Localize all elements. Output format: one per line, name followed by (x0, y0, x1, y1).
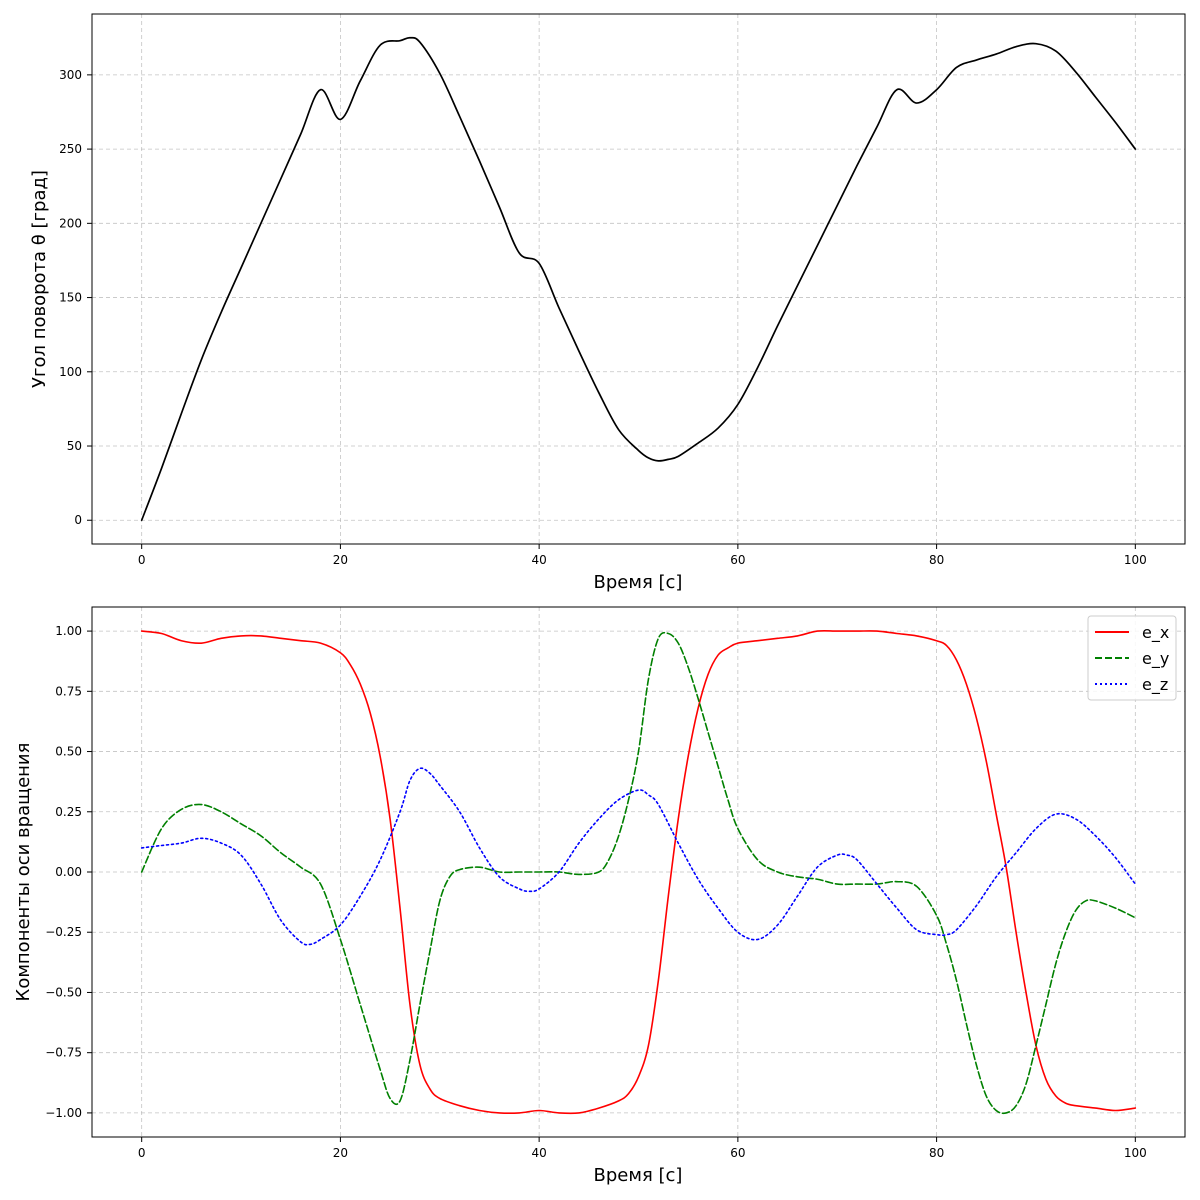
y-tick-label: 0.00 (55, 865, 82, 879)
x-tick-label: 20 (333, 553, 348, 567)
y-tick-label: 50 (67, 439, 82, 453)
x-axis-label: Время [с] (594, 572, 683, 593)
legend-item-e-y: e_y (1095, 649, 1169, 669)
y-tick-label: 250 (59, 142, 82, 156)
y-tick-label: 0.25 (55, 805, 82, 819)
axes-frame (91, 13, 1186, 545)
rotation-axis-components-chart: 0 20 40 60 80 100 −1.00 −0.75 −0.50 −0.25 0.00 0.2… (13, 606, 1186, 1186)
y-tick-label: −0.25 (45, 925, 82, 939)
y-tick-label: 100 (59, 365, 82, 379)
y-ticks: −1.00 −0.75 −0.50 −0.25 0.00 0.25 0.50 0.75 1.00 (45, 624, 92, 1120)
legend-item-e-x: e_x (1095, 623, 1169, 643)
y-tick-label: −0.50 (45, 985, 82, 999)
y-tick-label: 200 (59, 216, 82, 230)
y-tick-label: 300 (59, 68, 82, 82)
x-axis-label: Время [с] (594, 1165, 683, 1186)
y-tick-label: 0.50 (55, 745, 82, 759)
x-tick-label: 60 (730, 1146, 745, 1160)
legend-label-e-x: e_x (1142, 623, 1169, 643)
legend: e_x e_y e_z (1087, 615, 1177, 701)
y-axis-label: Компоненты оси вращения (13, 743, 34, 1002)
y-axis-label: Угол поворота θ [град] (29, 170, 50, 388)
x-tick-label: 80 (929, 1146, 944, 1160)
y-tick-label: −0.75 (45, 1046, 82, 1060)
x-tick-label: 0 (138, 1146, 146, 1160)
x-ticks: 0 20 40 60 80 100 (138, 544, 1147, 567)
x-tick-label: 40 (531, 553, 546, 567)
rotation-angle-chart: 0 20 40 60 80 100 0 50 100 150 200 250 300 Время [с… (29, 13, 1186, 593)
x-tick-label: 20 (333, 1146, 348, 1160)
x-tick-label: 80 (929, 553, 944, 567)
y-tick-label: 150 (59, 291, 82, 305)
x-tick-label: 100 (1124, 553, 1147, 567)
x-tick-label: 0 (138, 553, 146, 567)
y-tick-label: −1.00 (45, 1106, 82, 1120)
legend-item-e-z: e_z (1095, 675, 1168, 695)
legend-label-e-y: e_y (1142, 649, 1169, 669)
y-ticks: 0 50 100 150 200 250 300 (59, 68, 92, 527)
legend-label-e-z: e_z (1142, 675, 1168, 695)
series-line-e-z (140, 767, 1137, 946)
y-tick-label: 0 (74, 513, 82, 527)
x-tick-label: 40 (531, 1146, 546, 1160)
series-line-e-y (140, 631, 1137, 1115)
series-line (140, 36, 1137, 522)
y-tick-label: 1.00 (55, 624, 82, 638)
legend-box (1087, 615, 1177, 701)
y-tick-label: 0.75 (55, 684, 82, 698)
grid (92, 14, 1185, 544)
series-line-e-x (140, 629, 1137, 1115)
plot-area (140, 36, 1137, 522)
x-tick-label: 60 (730, 553, 745, 567)
x-ticks: 0 20 40 60 80 100 (138, 1137, 1147, 1160)
x-tick-label: 100 (1124, 1146, 1147, 1160)
plot-area (140, 629, 1137, 1115)
